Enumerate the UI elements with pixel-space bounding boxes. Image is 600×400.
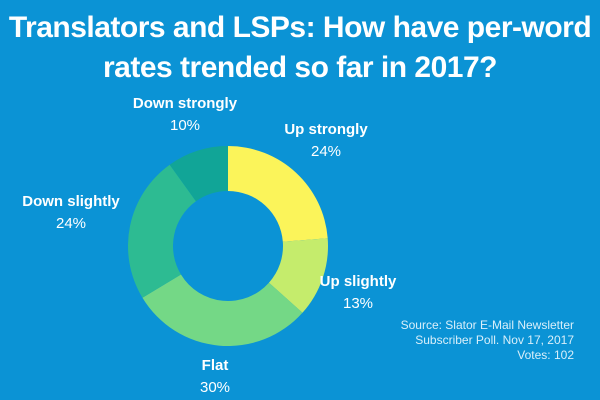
slice-label-up-strongly: Up strongly — [284, 121, 368, 138]
title-line-1: Translators and LSPs: How have per-word — [8, 11, 592, 44]
source-line-3: Votes: 102 — [517, 348, 574, 362]
slice-down-slightly — [127, 164, 196, 298]
slice-percent-down-strongly: 10% — [170, 117, 200, 134]
donut-slices — [127, 146, 328, 346]
slice-flat — [142, 274, 303, 346]
slice-percent-down-slightly: 24% — [56, 215, 86, 232]
slice-labels: Up strongly 24% Up slightly 13% Flat 30% Down … — [22, 95, 397, 396]
title-line-2: rates trended so far in 2017? — [103, 51, 498, 84]
chart-title: Translators and LSPs: How have per-word … — [0, 8, 600, 88]
slice-label-down-slightly: Down slightly — [22, 193, 120, 210]
slice-percent-up-strongly: 24% — [311, 143, 341, 160]
slice-up-strongly — [228, 146, 328, 242]
slice-down-strongly — [169, 146, 228, 202]
slice-label-up-slightly: Up slightly — [320, 273, 397, 290]
slice-up-slightly — [268, 238, 328, 313]
source-note: Source: Slator E-Mail Newsletter Subscri… — [314, 318, 574, 363]
slice-label-flat: Flat — [202, 357, 229, 374]
slice-percent-flat: 30% — [200, 379, 230, 396]
source-line-1: Source: Slator E-Mail Newsletter — [400, 318, 574, 332]
source-line-2: Subscriber Poll. Nov 17, 2017 — [415, 333, 574, 347]
slice-label-down-strongly: Down strongly — [133, 95, 238, 112]
slice-percent-up-slightly: 13% — [343, 295, 373, 312]
